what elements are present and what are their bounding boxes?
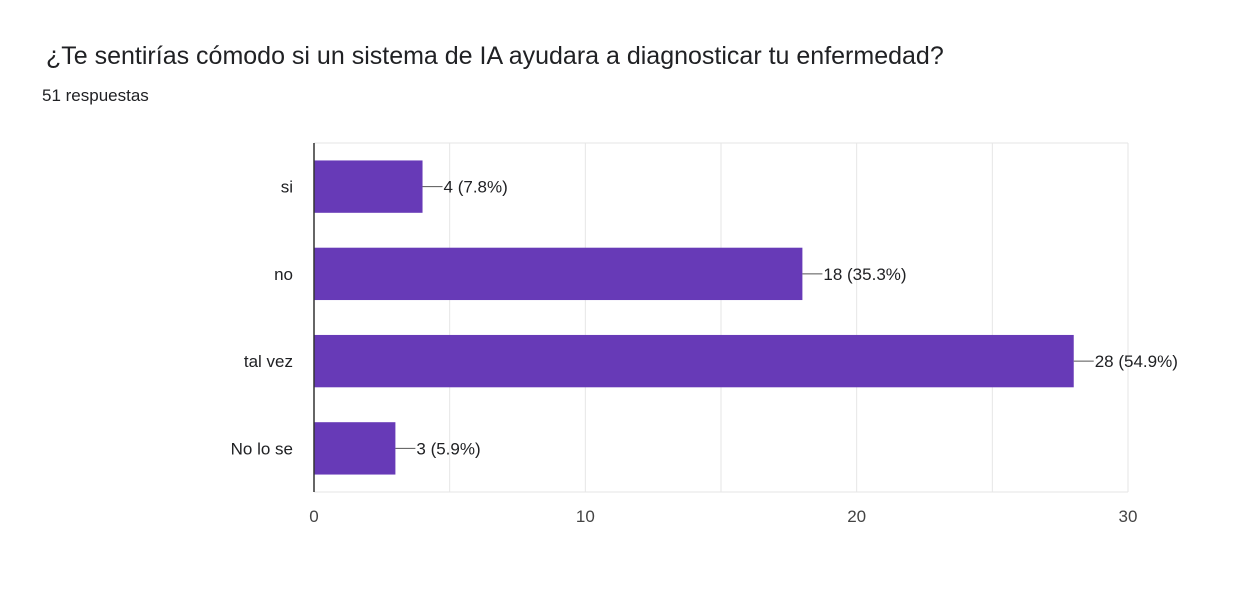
category-label: tal vez — [244, 352, 293, 371]
category-label: No lo se — [231, 439, 293, 458]
chart-title: ¿Te sentirías cómodo si un sistema de IA… — [46, 42, 944, 70]
bar — [314, 247, 803, 301]
category-label: si — [281, 178, 293, 197]
data-label: 18 (35.3%) — [823, 265, 906, 284]
bar — [314, 160, 423, 213]
response-count: 51 respuestas — [42, 86, 149, 105]
data-label: 3 (5.9%) — [416, 439, 480, 458]
x-tick-label: 30 — [1119, 507, 1138, 526]
data-label: 28 (54.9%) — [1095, 352, 1178, 371]
bar — [314, 422, 396, 475]
category-label: no — [274, 265, 293, 284]
x-tick-label: 10 — [576, 507, 595, 526]
data-label: 4 (7.8%) — [444, 178, 508, 197]
bar — [314, 334, 1074, 388]
x-tick-label: 0 — [309, 507, 318, 526]
x-tick-label: 20 — [847, 507, 866, 526]
